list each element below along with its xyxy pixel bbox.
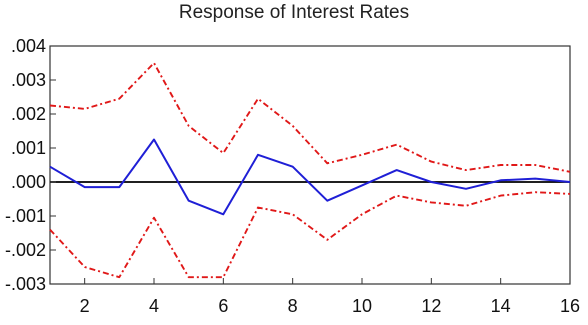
x-tick-label: 14 xyxy=(491,296,511,316)
series-line-upper-band xyxy=(49,62,571,173)
series-line-response xyxy=(49,138,571,216)
x-axis: 2 4 6 8 10 12 14 16 xyxy=(80,278,580,316)
series-layer xyxy=(49,62,571,279)
series-line-lower-band xyxy=(49,191,571,279)
x-tick-label: 6 xyxy=(218,296,228,316)
x-tick-label: 12 xyxy=(421,296,441,316)
y-tick-label: .000 xyxy=(11,172,46,192)
x-tick-label: 4 xyxy=(149,296,159,316)
x-tick-label: 2 xyxy=(80,296,90,316)
y-tick-label: .004 xyxy=(11,36,46,56)
y-tick-label: -.001 xyxy=(5,206,46,226)
y-tick-label: .003 xyxy=(11,70,46,90)
x-tick-label: 8 xyxy=(288,296,298,316)
y-tick-label: -.003 xyxy=(5,274,46,294)
y-axis: .004 .003 .002 .001 .000 -.001 -.002 -.003 xyxy=(5,36,56,294)
y-tick-label: -.002 xyxy=(5,240,46,260)
x-tick-label: 16 xyxy=(560,296,580,316)
y-tick-label: .002 xyxy=(11,104,46,124)
chart-title: Response of Interest Rates xyxy=(178,2,410,23)
y-tick-label: .001 xyxy=(11,138,46,158)
x-tick-label: 10 xyxy=(352,296,372,316)
plot-frame xyxy=(49,45,571,285)
